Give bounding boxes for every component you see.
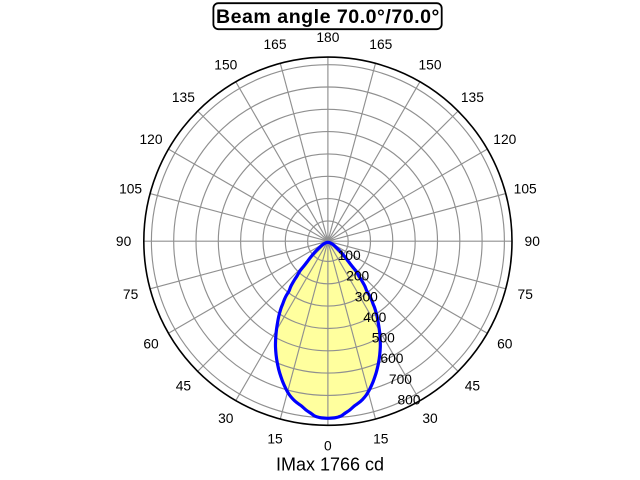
svg-text:120: 120 bbox=[493, 132, 516, 147]
svg-text:150: 150 bbox=[214, 57, 237, 72]
svg-text:500: 500 bbox=[372, 331, 395, 346]
svg-text:Beam angle 70.0°/70.0°: Beam angle 70.0°/70.0° bbox=[216, 6, 440, 28]
svg-text:60: 60 bbox=[143, 336, 159, 351]
svg-text:180: 180 bbox=[316, 30, 339, 45]
svg-text:600: 600 bbox=[380, 351, 403, 366]
svg-text:120: 120 bbox=[139, 132, 162, 147]
svg-text:45: 45 bbox=[465, 379, 481, 394]
svg-text:105: 105 bbox=[514, 181, 537, 196]
svg-text:165: 165 bbox=[369, 37, 392, 52]
svg-text:400: 400 bbox=[363, 310, 386, 325]
svg-text:800: 800 bbox=[398, 392, 421, 407]
svg-text:105: 105 bbox=[119, 181, 142, 196]
svg-text:200: 200 bbox=[346, 269, 369, 284]
svg-text:IMax 1766 cd: IMax 1766 cd bbox=[276, 455, 384, 475]
svg-text:90: 90 bbox=[116, 234, 132, 249]
svg-text:700: 700 bbox=[389, 372, 412, 387]
svg-text:135: 135 bbox=[461, 90, 484, 105]
svg-text:60: 60 bbox=[497, 336, 513, 351]
svg-text:75: 75 bbox=[518, 287, 534, 302]
svg-text:15: 15 bbox=[267, 432, 283, 447]
svg-text:75: 75 bbox=[123, 287, 139, 302]
svg-text:165: 165 bbox=[263, 37, 286, 52]
svg-text:30: 30 bbox=[422, 411, 438, 426]
svg-text:15: 15 bbox=[373, 432, 389, 447]
svg-text:90: 90 bbox=[525, 234, 541, 249]
svg-text:0: 0 bbox=[324, 439, 332, 454]
svg-text:45: 45 bbox=[176, 379, 192, 394]
svg-text:30: 30 bbox=[218, 411, 234, 426]
svg-text:100: 100 bbox=[338, 248, 361, 263]
svg-text:300: 300 bbox=[355, 289, 378, 304]
svg-text:150: 150 bbox=[418, 57, 441, 72]
svg-text:135: 135 bbox=[172, 90, 195, 105]
